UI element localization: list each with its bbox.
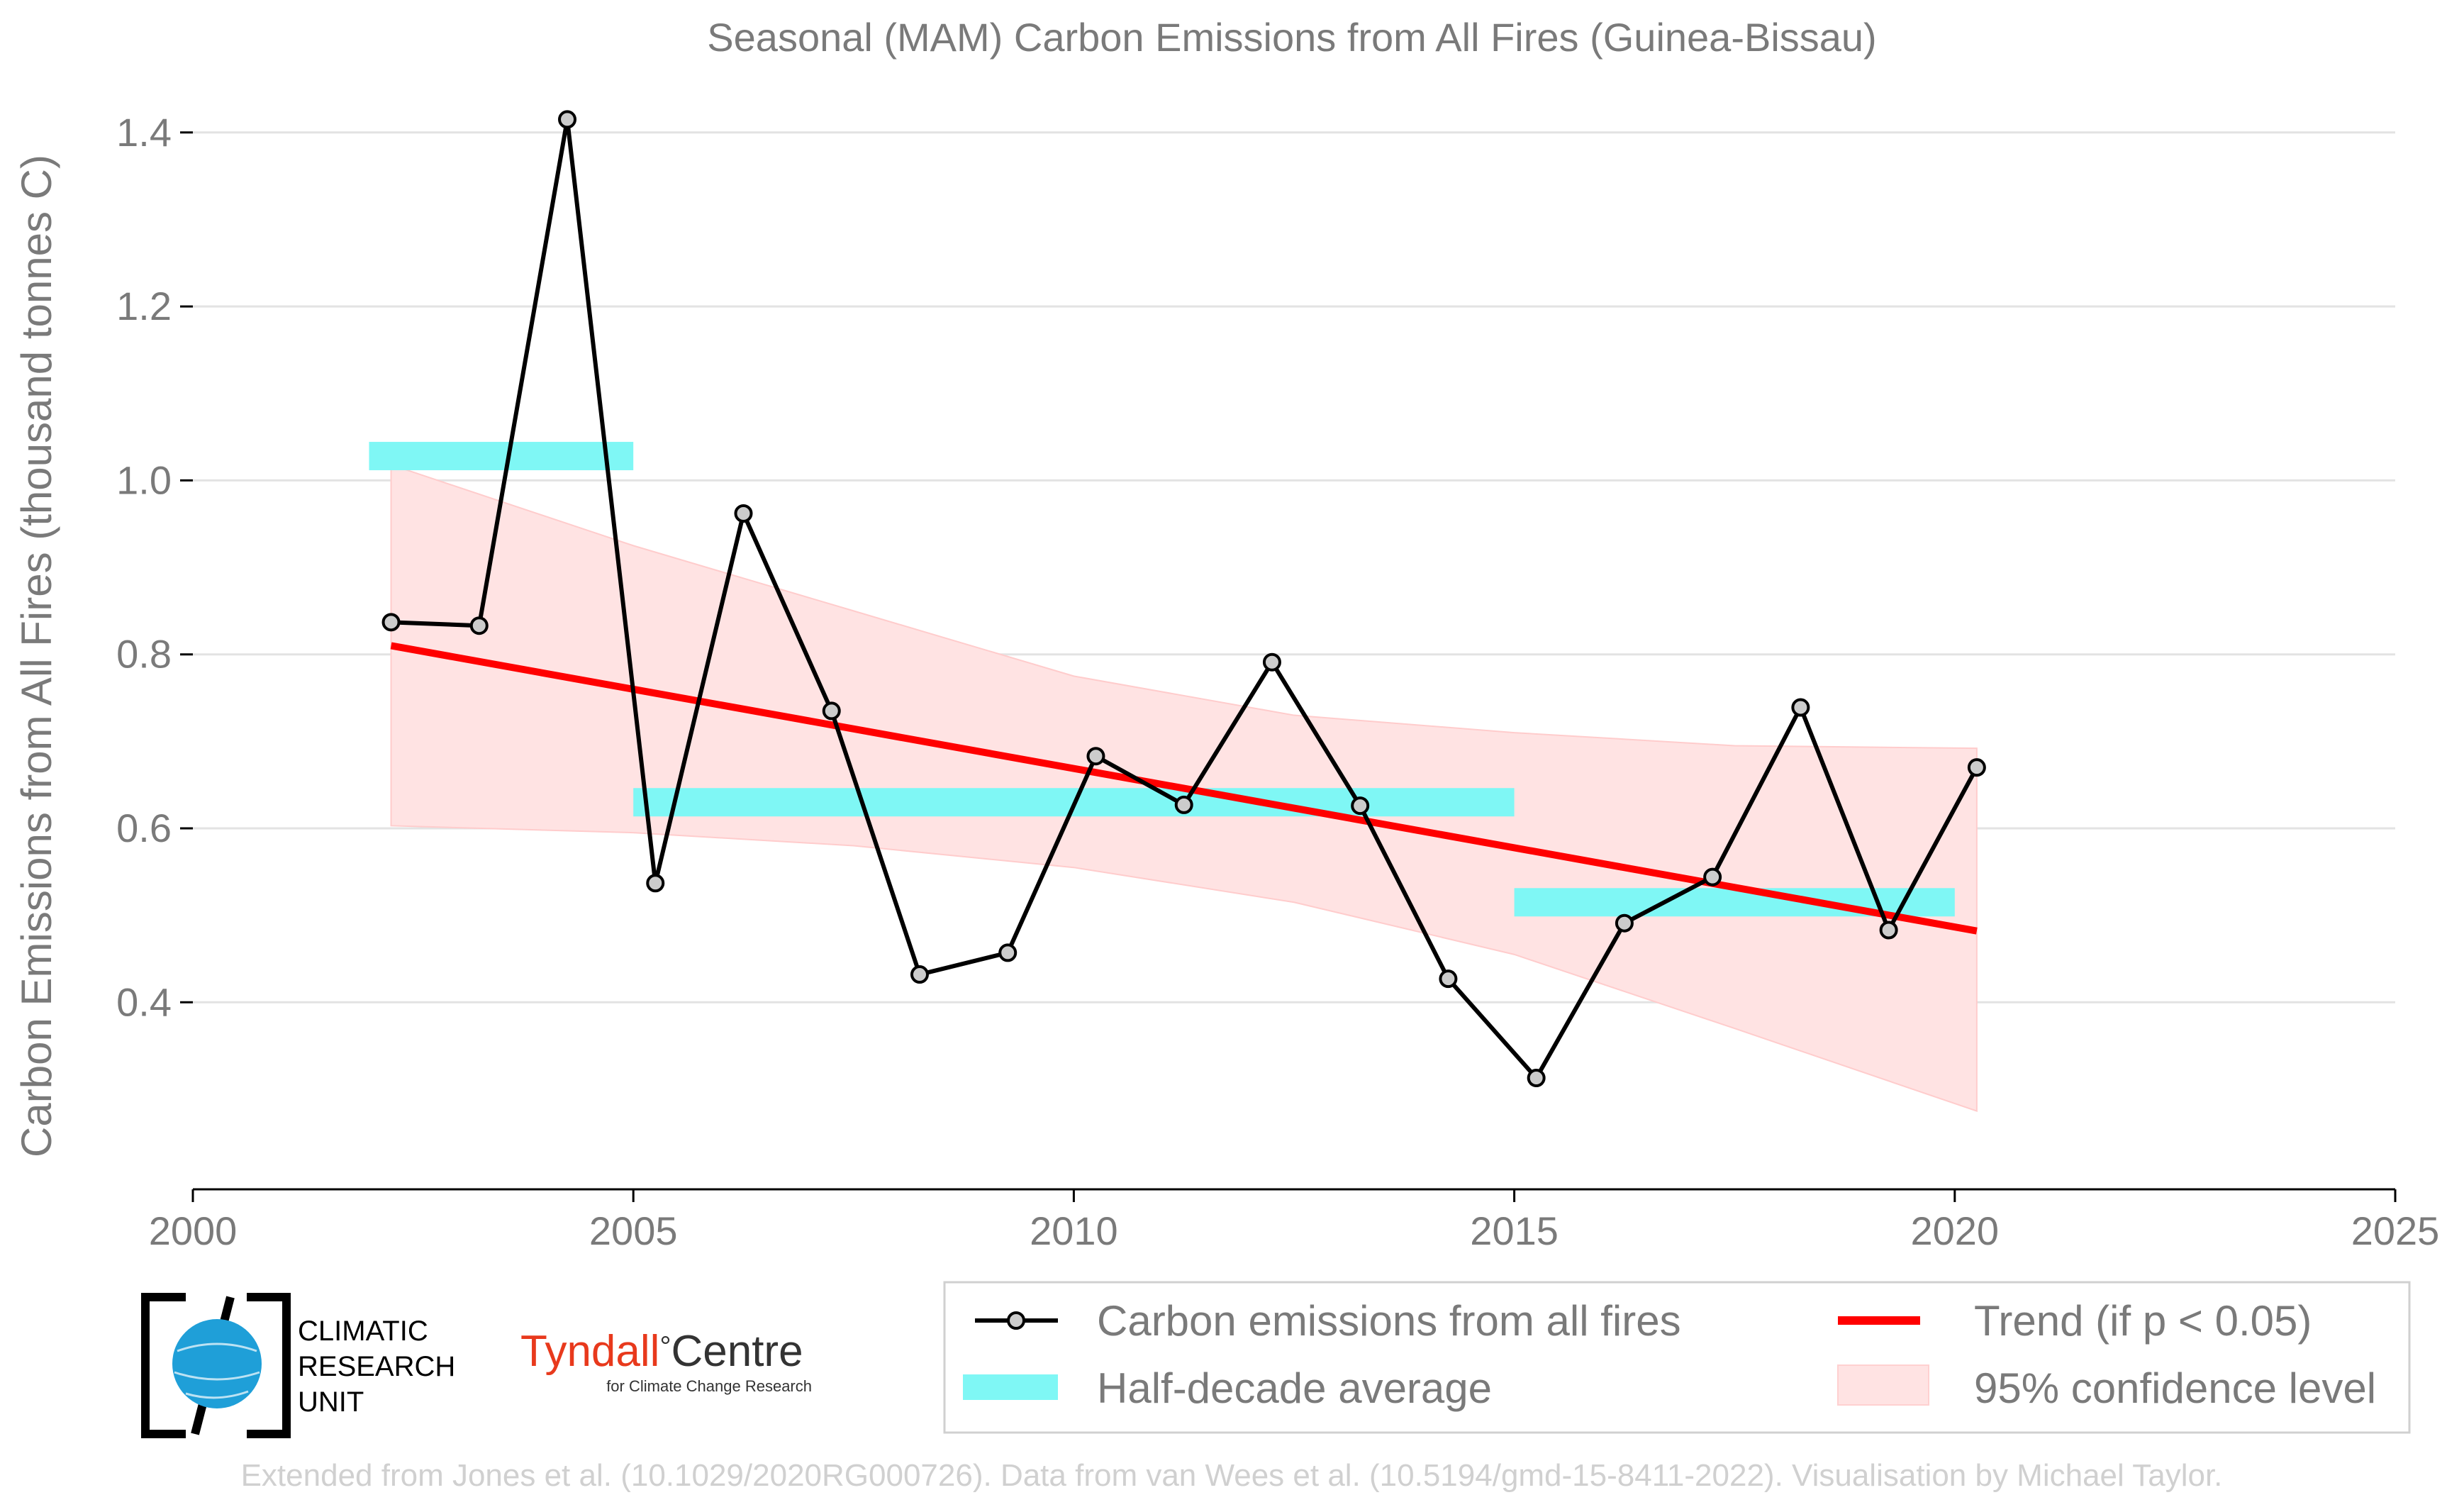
data-point [1262, 652, 1281, 672]
y-tick-label: 1.0 [116, 457, 172, 502]
y-axis-ticks: 0.4 0.6 0.8 1.0 1.2 1.4 [116, 110, 193, 1024]
data-point [1615, 913, 1634, 933]
x-tick-label: 2020 [1911, 1208, 2000, 1253]
legend-frame [943, 1281, 2411, 1434]
y-axis-label: Carbon Emissions from All Fires (thousan… [13, 155, 60, 1157]
y-tick-label: 0.6 [116, 806, 172, 850]
data-point [469, 616, 489, 635]
legend-item-halfdecade: Half-decade average [1097, 1364, 1492, 1412]
data-point [1086, 747, 1105, 766]
legend-item-trend: Trend (if p < 0.05) [1974, 1297, 2312, 1345]
cru-line-1: CLIMATIC [298, 1316, 428, 1347]
y-tick-label: 1.4 [116, 110, 172, 155]
data-point [1791, 698, 1810, 717]
y-tick-label: 0.8 [116, 632, 172, 677]
data-point [822, 701, 841, 721]
legend-emissions-marker [1007, 1311, 1025, 1330]
tyndall-logo: Tyndall°Centre for Climate Change Resear… [520, 1327, 812, 1395]
data-point [1439, 969, 1458, 989]
tyndall-name: Tyndall [520, 1327, 659, 1376]
y-tick-label: 0.4 [116, 979, 172, 1024]
legend-item-emissions: Carbon emissions from all fires [1097, 1297, 1681, 1345]
tyndall-centre: Centre [671, 1327, 803, 1376]
data-point [558, 110, 577, 129]
legend-halfdecade-swatch [963, 1374, 1058, 1400]
y-tick-label: 1.2 [116, 284, 172, 328]
cru-line-2: RESEARCH [298, 1351, 455, 1382]
tyndall-degree: ° [659, 1331, 671, 1362]
x-axis-ticks: 2000 2005 2010 2015 2020 2025 [149, 1189, 2440, 1253]
data-point [1703, 867, 1722, 886]
data-point [1879, 921, 1898, 940]
data-point [646, 874, 665, 893]
half-decade-bar [369, 442, 634, 471]
credit-text: Extended from Jones et al. (10.1029/2020… [241, 1458, 2223, 1493]
legend-item-confidence: 95% confidence level [1974, 1364, 2376, 1412]
data-point [734, 504, 753, 523]
data-point [1527, 1069, 1546, 1088]
legend-confidence-swatch [1837, 1364, 1929, 1406]
emissions-series [381, 110, 1986, 1088]
data-point [381, 613, 401, 632]
x-tick-label: 2005 [589, 1208, 678, 1253]
tyndall-subtitle: for Climate Change Research [606, 1377, 812, 1395]
data-point [910, 965, 929, 984]
x-tick-label: 2015 [1470, 1208, 1559, 1253]
x-tick-label: 2000 [149, 1208, 238, 1253]
cru-line-3: UNIT [298, 1386, 364, 1418]
x-tick-label: 2010 [1030, 1208, 1118, 1253]
data-point [1174, 795, 1193, 814]
chart-title: Seasonal (MAM) Carbon Emissions from All… [707, 15, 1876, 60]
data-point [998, 943, 1018, 962]
svg-text:Tyndall°Centre: Tyndall°Centre [520, 1327, 803, 1376]
data-point [1351, 796, 1370, 816]
cru-logo: CLIMATIC RESEARCH UNIT [141, 1293, 455, 1438]
legend: Carbon emissions from all fires Trend (i… [943, 1281, 2411, 1434]
data-point [1967, 758, 1986, 777]
globe-icon [172, 1319, 262, 1408]
x-tick-label: 2025 [2351, 1208, 2440, 1253]
